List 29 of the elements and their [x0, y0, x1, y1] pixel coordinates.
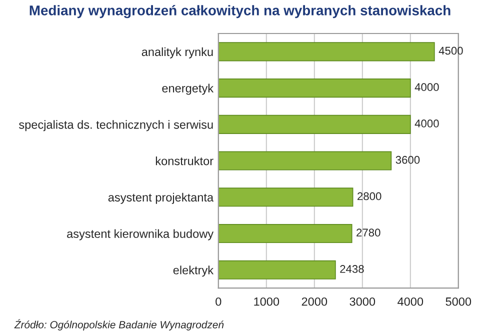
y-tick-label: asystent kierownika budowy — [67, 229, 214, 240]
x-tick-label: 0 — [216, 297, 222, 306]
y-tick-label: energetyk — [162, 84, 214, 95]
data-label: 3600 — [396, 156, 420, 164]
x-tick-label: 3000 — [350, 297, 376, 306]
bar — [218, 78, 411, 98]
y-tick-label: asystent projektanta — [108, 192, 214, 204]
data-label: 2780 — [356, 228, 380, 237]
x-tick-label: 5000 — [446, 297, 472, 306]
data-label: 2800 — [358, 192, 382, 200]
x-tick-label: 4000 — [398, 297, 424, 306]
chart-title: Mediany wynagrodzeń całkowitych na wybranych stanowiskach — [30, 5, 450, 18]
y-tick-label: konstruktor — [156, 156, 214, 166]
bar — [218, 224, 352, 244]
x-tick-label: 2000 — [302, 297, 328, 306]
bar — [218, 114, 411, 134]
y-tick-label: elektryk — [173, 266, 214, 277]
text: Źródło: Ogólnopolskie Badanie Wynagrodzeń — [14, 319, 224, 330]
y-tick-label: analityk rynku — [142, 47, 213, 58]
data-label: 4000 — [414, 120, 439, 128]
bar — [218, 151, 392, 170]
bar — [218, 260, 336, 280]
bar — [218, 42, 435, 62]
bar — [218, 188, 354, 207]
y-tick-label: specjalista ds. technicznych i serwisu — [19, 120, 213, 132]
data-label: 2438 — [340, 265, 364, 273]
x-tick-label: 1000 — [254, 297, 280, 306]
data-label: 4000 — [414, 83, 439, 92]
data-label: 4500 — [438, 46, 463, 55]
